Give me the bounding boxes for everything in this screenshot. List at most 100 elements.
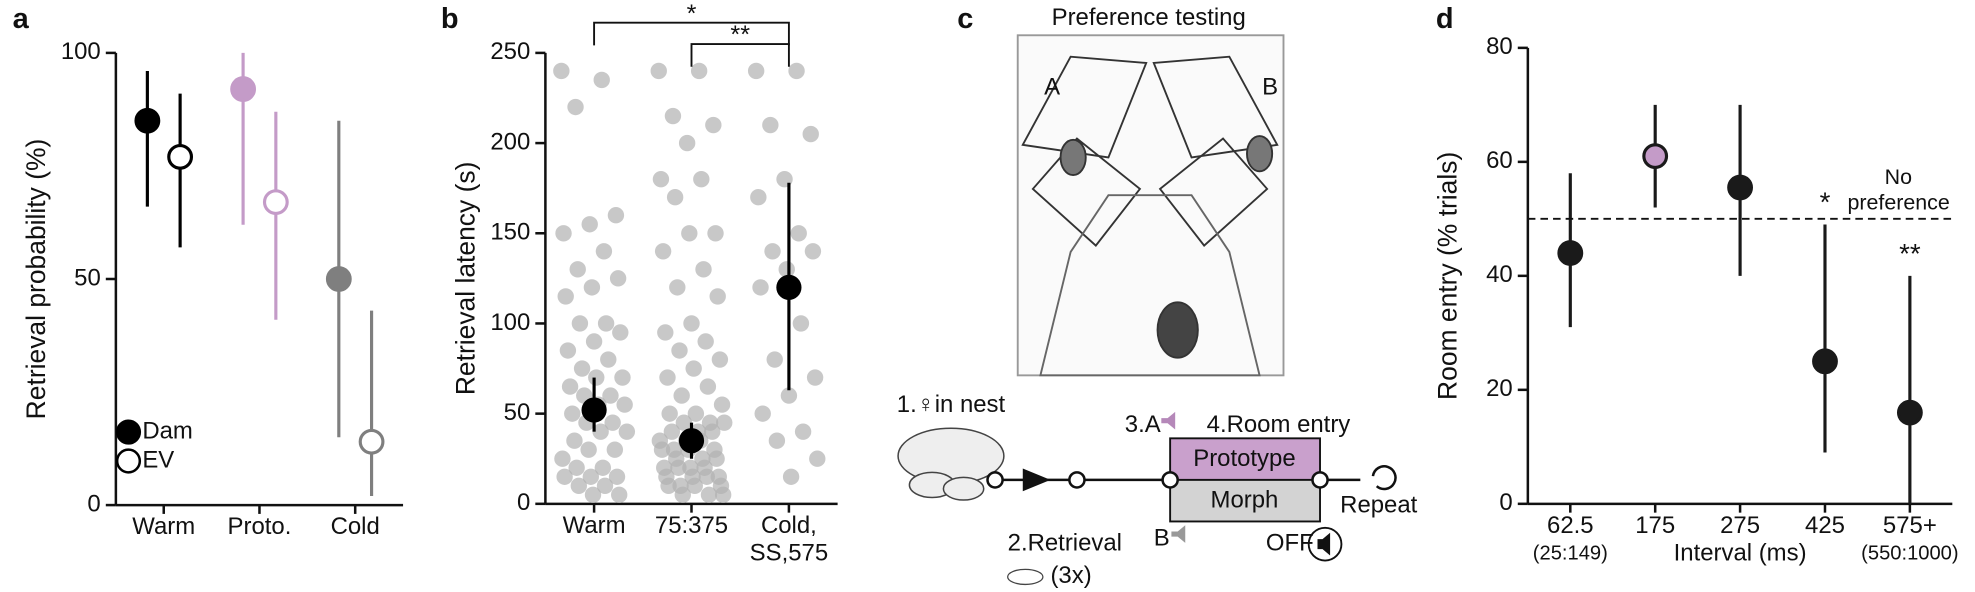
step-label: 4.Room entry: [1207, 411, 1351, 438]
data-point: [669, 279, 686, 296]
step-label: 3.A: [1125, 411, 1161, 438]
x-tick-label: 425: [1805, 512, 1845, 539]
data-point: [580, 441, 597, 458]
diagram: Preference testing A B 1.♀in nest Protot…: [897, 4, 1418, 589]
legend-marker: [115, 448, 142, 474]
y-tick-label: 50: [74, 264, 101, 291]
arena-photo: [1016, 34, 1285, 377]
x-tick-label: Proto.: [228, 513, 292, 540]
room-label: A: [1044, 73, 1060, 100]
y-tick-label: 20: [1486, 375, 1513, 402]
legend-label: EV: [142, 446, 174, 473]
data-point: [698, 468, 715, 485]
off-icon: [1307, 526, 1343, 562]
data-point: [792, 315, 810, 332]
data-point: [568, 459, 585, 476]
data-point: [709, 288, 726, 305]
data-point: [358, 428, 385, 455]
data-point: [230, 76, 257, 102]
data-point: [754, 405, 771, 422]
significance-mark: **: [730, 21, 750, 49]
data-point: [561, 378, 579, 395]
significance-mark: *: [687, 0, 697, 28]
step-label: (3x): [1050, 562, 1091, 589]
data-point: [325, 266, 352, 292]
x-tick-label: Cold: [331, 513, 380, 540]
pup-icon: [1007, 568, 1044, 586]
data-point: [571, 315, 589, 332]
data-point: [686, 477, 703, 494]
data-point: [707, 225, 724, 242]
data-point: [559, 342, 577, 359]
x-tick-label: 275: [1720, 512, 1760, 539]
data-point: [768, 432, 786, 449]
box-label: Prototype: [1193, 445, 1295, 472]
data-point: [554, 450, 571, 467]
data-point: [671, 342, 688, 359]
x-tick-note: (550:1000): [1861, 543, 1958, 565]
data-point: [582, 468, 600, 485]
data-point: [1896, 399, 1923, 426]
data-point: [593, 71, 610, 89]
mouse-icon: [897, 427, 1005, 501]
data-point: [609, 270, 627, 287]
x-axis-label: Interval (ms): [1674, 540, 1807, 567]
significance-mark: *: [1820, 187, 1831, 218]
speaker-icon: [1161, 411, 1176, 430]
data-point: [794, 423, 812, 440]
data-point: [804, 243, 822, 260]
data-point: [674, 486, 691, 503]
panel-label: c: [957, 3, 973, 35]
x-tick-label: 175: [1635, 512, 1675, 539]
data-point: [806, 369, 824, 386]
data-point: [711, 351, 729, 368]
step-label: B: [1154, 524, 1170, 551]
data-point: [659, 369, 676, 386]
data-point: [690, 62, 708, 80]
data-point: [602, 387, 619, 404]
y-tick-label: 150: [490, 219, 530, 246]
data-point: [596, 477, 614, 494]
data-point: [750, 189, 767, 206]
data-point: [567, 98, 584, 116]
data-point: [612, 324, 629, 341]
data-point: [788, 62, 805, 80]
data-point: [678, 134, 696, 152]
y-tick-label: 0: [1499, 489, 1512, 516]
data-point: [657, 324, 674, 341]
panel-label: a: [13, 3, 30, 35]
data-point: [607, 207, 625, 224]
mean-point: [678, 428, 705, 454]
data-point: [654, 243, 672, 260]
data-point: [616, 396, 633, 413]
data-point: [714, 486, 732, 503]
data-point: [614, 369, 631, 386]
data-point: [557, 288, 574, 305]
x-tick-label: Warm: [132, 513, 195, 540]
data-point: [780, 387, 798, 404]
data-point: [695, 261, 712, 278]
legend-label: Dam: [142, 417, 193, 444]
step-label: 2.Retrieval: [1008, 529, 1122, 556]
data-point: [600, 351, 617, 368]
data-point: [650, 62, 667, 80]
y-tick-label: 250: [490, 38, 530, 65]
x-tick-label: 62.5: [1547, 512, 1594, 539]
speaker-icon: [1171, 525, 1186, 543]
data-point: [608, 468, 626, 485]
off-icon: [1317, 532, 1331, 556]
x-tick-label: 575+: [1883, 512, 1937, 539]
data-point: [592, 423, 609, 440]
x-tick-note: (25:149): [1533, 543, 1608, 565]
data-point: [584, 486, 602, 503]
y-axis-label: Room entry (% trials): [1433, 152, 1463, 400]
y-tick-label: 80: [1486, 33, 1513, 60]
x-tick-label: 75:375: [655, 512, 728, 539]
significance-mark: **: [1899, 238, 1921, 269]
data-point: [611, 486, 628, 503]
data-point: [581, 216, 598, 233]
data-point: [564, 405, 581, 422]
data-point: [1557, 240, 1584, 266]
